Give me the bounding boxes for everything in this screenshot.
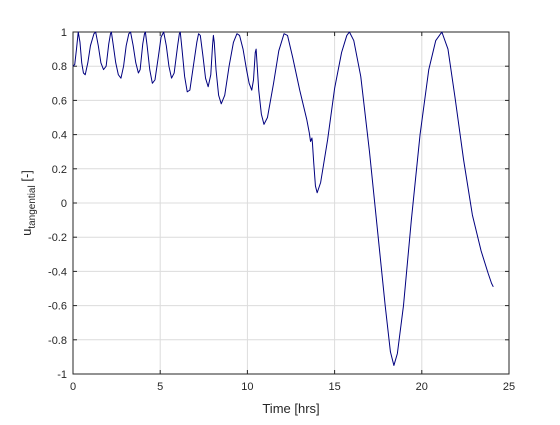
y-axis-label-unit: [-]: [19, 170, 34, 185]
grid: [72, 31, 510, 375]
y-tick-label: -0.6: [48, 301, 67, 313]
x-tick-label: 25: [503, 381, 515, 393]
y-tick-label: -0.4: [48, 266, 67, 278]
y-tick-label: 0: [61, 198, 67, 210]
y-tick-label: -0.2: [48, 232, 67, 244]
y-axis-label-main: u: [19, 229, 34, 236]
x-tick-label: 5: [157, 381, 163, 393]
series-line: [72, 31, 494, 366]
y-tick-label: 0.4: [52, 130, 67, 142]
y-tick-label: -0.8: [48, 335, 67, 347]
x-tick-label: 20: [416, 381, 428, 393]
y-tick-label: 0.2: [52, 164, 67, 176]
ticks: 0 5 10 15 20 25 -1 -0.8 -0.6 -0.4 -0.2 0 0.2 0.4 0.6 0.…: [48, 27, 515, 393]
x-axis-label: Time [hrs]: [262, 401, 319, 416]
y-tick-label: -1: [57, 369, 67, 381]
y-tick-label: 1: [61, 27, 67, 39]
y-tick-label: 0.6: [52, 95, 67, 107]
y-axis-label: utangential [-]: [19, 170, 38, 236]
y-axis-label-subscript: tangential: [27, 185, 38, 228]
y-tick-label: 0.8: [52, 61, 67, 73]
x-tick-label: 0: [70, 381, 76, 393]
x-tick-label: 10: [241, 381, 253, 393]
x-tick-label: 15: [328, 381, 340, 393]
